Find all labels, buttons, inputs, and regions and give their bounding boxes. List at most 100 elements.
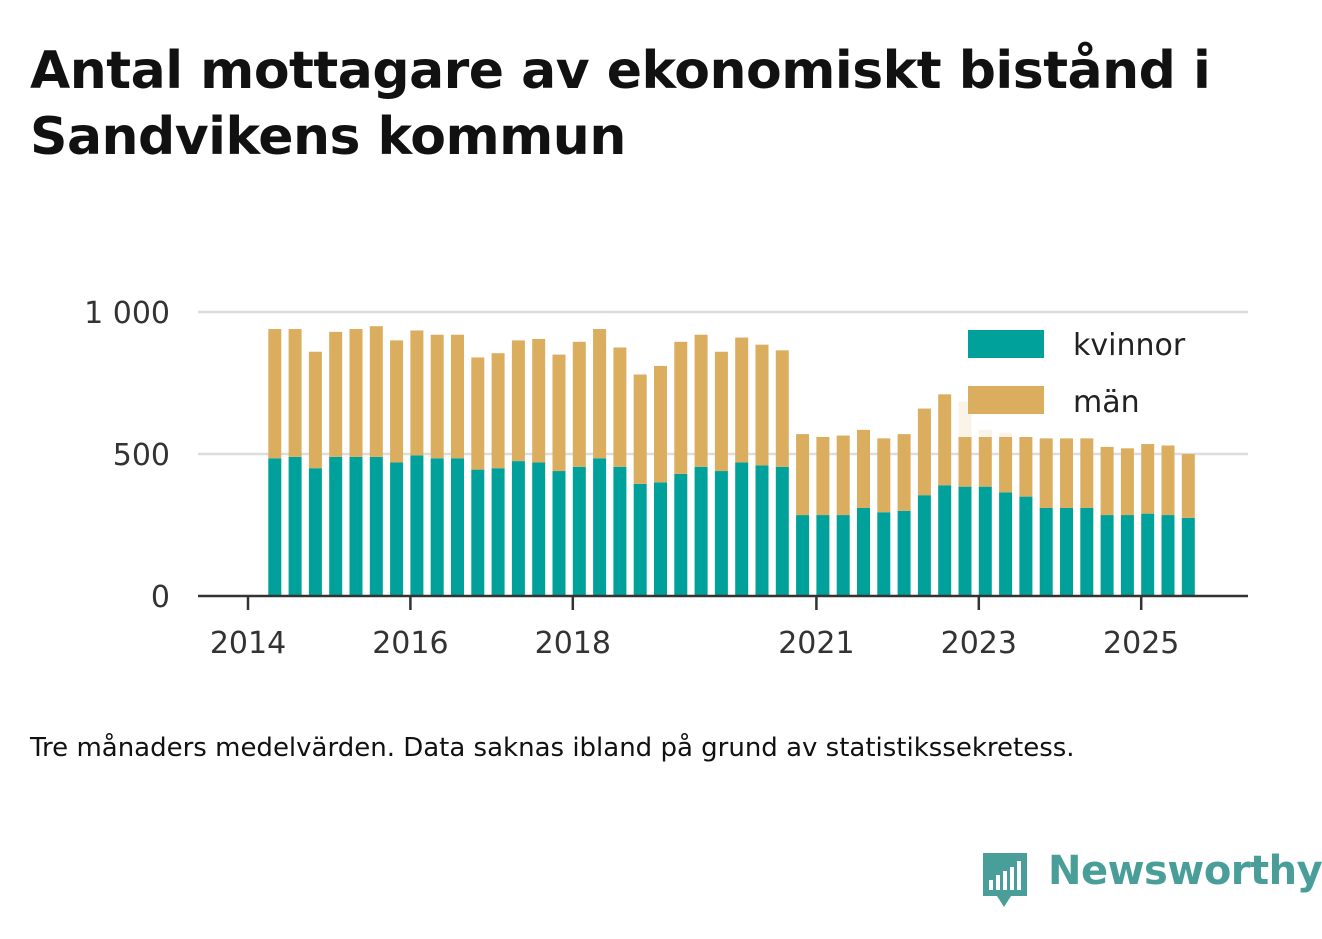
bar-man [1039, 438, 1053, 508]
bar-kvinnor [633, 483, 647, 596]
bar-man [897, 434, 911, 511]
bar-man [349, 329, 363, 457]
brand-name: Newsworthy [1048, 848, 1322, 894]
x-tick-label: 2018 [535, 626, 611, 661]
bar-kvinnor [471, 469, 485, 596]
bar-man [511, 340, 525, 462]
bar-man [471, 357, 485, 470]
x-tick-label: 2016 [372, 626, 448, 661]
bar-kvinnor [653, 482, 667, 596]
bar-man [1100, 446, 1114, 516]
bar-kvinnor [369, 456, 383, 596]
y-tick-label: 1 000 [84, 296, 170, 331]
bar-man [308, 351, 322, 469]
bar-man [674, 341, 688, 474]
bar-kvinnor [288, 456, 302, 596]
bar-kvinnor [430, 458, 444, 596]
bar-kvinnor [836, 515, 850, 596]
bar-kvinnor [1141, 513, 1155, 596]
bar-kvinnor [1059, 507, 1073, 596]
chart-footnote: Tre månaders medelvärden. Data saknas ib… [30, 733, 1075, 763]
bar-man [775, 350, 789, 467]
bar-kvinnor [572, 466, 586, 596]
bar-man [1181, 454, 1195, 518]
bar-kvinnor [856, 507, 870, 596]
bar-kvinnor [308, 468, 322, 596]
bar-man [450, 334, 464, 459]
bar-kvinnor [390, 462, 404, 596]
axes: 0 500 1 000 2014 2016 2018 2021 2023 2025 [84, 296, 1248, 661]
bar-kvinnor [735, 462, 749, 596]
bar-kvinnor [593, 458, 607, 596]
bar-kvinnor [1120, 515, 1134, 596]
bar-kvinnor [511, 461, 525, 596]
stacked-bar-chart: 0 500 1 000 2014 2016 2018 2021 2023 2025 kvinno… [84, 296, 1248, 661]
bar-man [938, 394, 952, 486]
legend-swatch-man [968, 386, 1044, 414]
bar-man [430, 334, 444, 459]
bar-man [755, 344, 769, 466]
bar-kvinnor [897, 510, 911, 596]
bar-man [390, 340, 404, 463]
bar-kvinnor [329, 456, 343, 596]
bar-man [410, 330, 424, 456]
bar-man [653, 365, 667, 483]
bar-man [369, 326, 383, 457]
newsworthy-logo-icon [983, 853, 1027, 907]
bar-kvinnor [958, 486, 972, 596]
bar-kvinnor [816, 515, 830, 596]
bar-kvinnor [1161, 515, 1175, 596]
bars [268, 326, 1195, 596]
bar-man [877, 438, 891, 513]
bar-man [268, 329, 282, 459]
bar-man [288, 329, 302, 457]
bar-man [329, 331, 343, 457]
bar-man [1080, 438, 1094, 508]
bar-man [714, 351, 728, 472]
bar-kvinnor [775, 466, 789, 596]
bar-kvinnor [938, 485, 952, 596]
chart-title: Antal mottagare av ekonomiskt bistånd i … [30, 41, 1211, 167]
brand-logo[interactable]: Newsworthy [980, 848, 1322, 912]
bar-man [917, 408, 931, 496]
bar-man [978, 429, 992, 487]
legend-label-kvinnor: kvinnor [1073, 328, 1186, 363]
bar-kvinnor [755, 465, 769, 596]
y-tick-label: 0 [151, 580, 170, 615]
bar-man [1059, 438, 1073, 508]
bar-kvinnor [796, 515, 810, 596]
bar-kvinnor [410, 455, 424, 596]
bar-kvinnor [1181, 517, 1195, 596]
bar-man [491, 353, 505, 469]
bar-kvinnor [999, 492, 1013, 596]
x-tick-label: 2023 [941, 626, 1017, 661]
bar-kvinnor [552, 471, 566, 596]
bar-kvinnor [532, 462, 546, 596]
legend-swatch-kvinnor [968, 330, 1044, 358]
bar-kvinnor [694, 466, 708, 596]
bar-kvinnor [1100, 515, 1114, 596]
bar-kvinnor [613, 466, 627, 596]
bar-kvinnor [450, 458, 464, 596]
bar-man [613, 347, 627, 467]
bar-kvinnor [1080, 507, 1094, 596]
bar-kvinnor [491, 468, 505, 596]
bar-kvinnor [917, 495, 931, 596]
x-tick-label: 2021 [778, 626, 854, 661]
bar-man [694, 334, 708, 467]
bar-man [856, 429, 870, 508]
bar-man [572, 341, 586, 467]
bar-kvinnor [268, 458, 282, 596]
bar-kvinnor [714, 471, 728, 596]
bar-kvinnor [877, 512, 891, 596]
bar-man [532, 338, 546, 463]
y-tick-label: 500 [113, 438, 170, 473]
bar-man [552, 354, 566, 472]
bar-kvinnor [674, 473, 688, 596]
bar-man [796, 434, 810, 516]
bar-man [1019, 436, 1033, 497]
bar-kvinnor [1039, 507, 1053, 596]
bar-man [999, 432, 1013, 493]
x-tick-label: 2025 [1103, 626, 1179, 661]
bar-man [1120, 448, 1134, 516]
